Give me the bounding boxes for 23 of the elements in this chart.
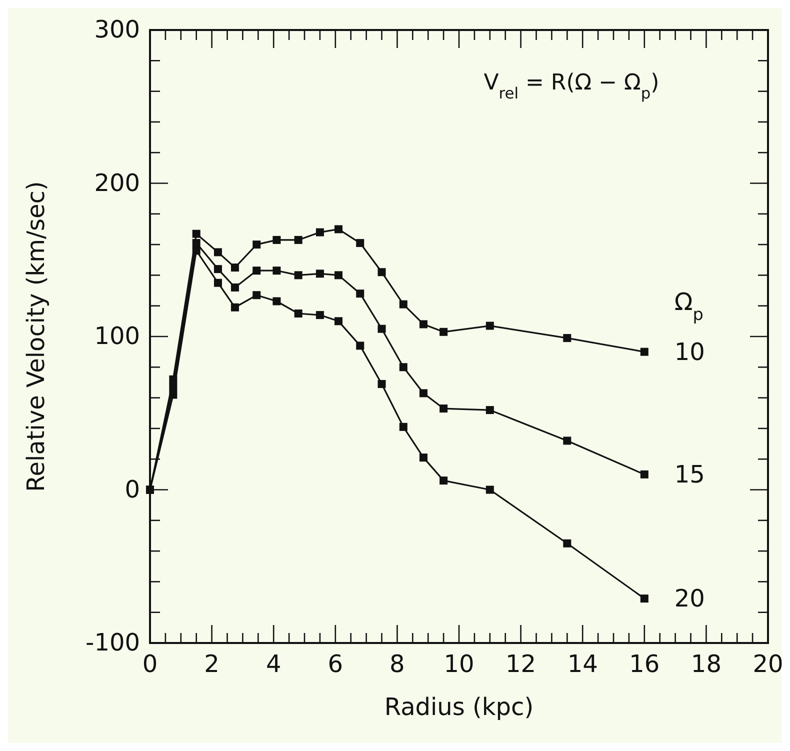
x-tick-label: 18: [690, 650, 722, 678]
legend-title: Ω$_{p}$: [674, 288, 704, 324]
legend-label: 15: [674, 460, 705, 488]
y-tick-label: 200: [94, 168, 140, 197]
y-tick-label: 100: [94, 322, 140, 350]
x-axis-title: Radius (kpc): [384, 693, 534, 721]
y-tick-label: 0: [124, 475, 140, 504]
x-tick-label: 6: [328, 650, 344, 678]
legend-label: 20: [674, 584, 705, 613]
y-tick-label: 300: [94, 16, 140, 44]
x-tick-label: 10: [444, 650, 474, 678]
legend-label: 10: [674, 338, 705, 366]
y-tick-label: -100: [86, 628, 140, 657]
x-tick-label: 0: [142, 650, 158, 678]
x-tick-label: 12: [506, 650, 536, 678]
x-tick-label: 14: [567, 650, 598, 678]
x-tick-label: 2: [204, 650, 220, 678]
x-tick-label: 16: [629, 650, 660, 678]
annotation: V$_{rel}$ = R(Ω − Ω$_{p}$): [484, 70, 660, 103]
x-tick-label: 20: [752, 650, 784, 678]
y-axis-title: Relative Velocity (km/sec): [22, 181, 50, 492]
x-tick-label: 4: [266, 650, 282, 678]
x-tick-label: 8: [390, 650, 405, 678]
